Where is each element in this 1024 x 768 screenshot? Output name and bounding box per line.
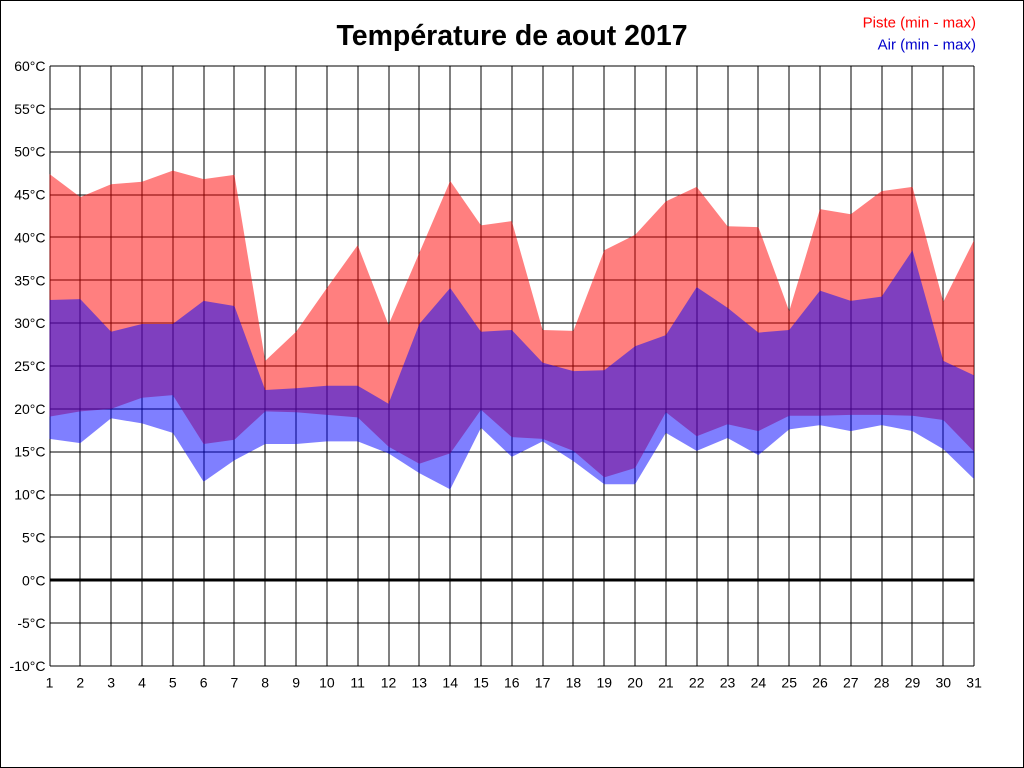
svg-text:25°C: 25°C xyxy=(14,358,45,374)
svg-text:17: 17 xyxy=(535,675,551,691)
svg-text:60°C: 60°C xyxy=(14,58,45,74)
svg-text:-10°C: -10°C xyxy=(10,658,46,674)
svg-text:6: 6 xyxy=(200,675,208,691)
svg-text:45°C: 45°C xyxy=(14,187,45,203)
svg-text:Air (min - max): Air (min - max) xyxy=(878,37,976,54)
svg-text:-5°C: -5°C xyxy=(17,615,45,631)
svg-text:19: 19 xyxy=(597,675,613,691)
svg-text:23: 23 xyxy=(720,675,736,691)
svg-text:1: 1 xyxy=(46,675,54,691)
svg-text:20: 20 xyxy=(627,675,643,691)
svg-text:22: 22 xyxy=(689,675,705,691)
svg-text:13: 13 xyxy=(412,675,428,691)
svg-text:Piste (min - max): Piste (min - max) xyxy=(863,15,976,32)
svg-text:Température de aout 2017: Température de aout 2017 xyxy=(336,20,687,52)
svg-text:25: 25 xyxy=(781,675,797,691)
svg-text:55°C: 55°C xyxy=(14,101,45,117)
svg-text:30°C: 30°C xyxy=(14,315,45,331)
svg-text:27: 27 xyxy=(843,675,859,691)
svg-text:12: 12 xyxy=(381,675,397,691)
svg-text:7: 7 xyxy=(231,675,239,691)
svg-text:28: 28 xyxy=(874,675,890,691)
svg-text:21: 21 xyxy=(658,675,674,691)
svg-text:9: 9 xyxy=(292,675,300,691)
svg-text:24: 24 xyxy=(751,675,767,691)
svg-text:15: 15 xyxy=(473,675,489,691)
svg-text:4: 4 xyxy=(138,675,146,691)
svg-text:2: 2 xyxy=(76,675,84,691)
svg-text:5°C: 5°C xyxy=(22,529,46,545)
svg-text:14: 14 xyxy=(442,675,458,691)
svg-text:35°C: 35°C xyxy=(14,272,45,288)
svg-text:8: 8 xyxy=(261,675,269,691)
svg-text:50°C: 50°C xyxy=(14,144,45,160)
svg-text:11: 11 xyxy=(350,675,365,691)
svg-text:5: 5 xyxy=(169,675,177,691)
svg-text:29: 29 xyxy=(905,675,921,691)
svg-text:18: 18 xyxy=(566,675,582,691)
svg-text:15°C: 15°C xyxy=(14,444,45,460)
svg-text:30: 30 xyxy=(936,675,952,691)
svg-text:0°C: 0°C xyxy=(22,572,46,588)
svg-text:10: 10 xyxy=(319,675,335,691)
svg-text:40°C: 40°C xyxy=(14,229,45,245)
svg-text:3: 3 xyxy=(107,675,115,691)
svg-text:31: 31 xyxy=(966,675,982,691)
svg-text:16: 16 xyxy=(504,675,520,691)
svg-text:26: 26 xyxy=(812,675,828,691)
svg-text:20°C: 20°C xyxy=(14,401,45,417)
svg-text:10°C: 10°C xyxy=(14,487,45,503)
